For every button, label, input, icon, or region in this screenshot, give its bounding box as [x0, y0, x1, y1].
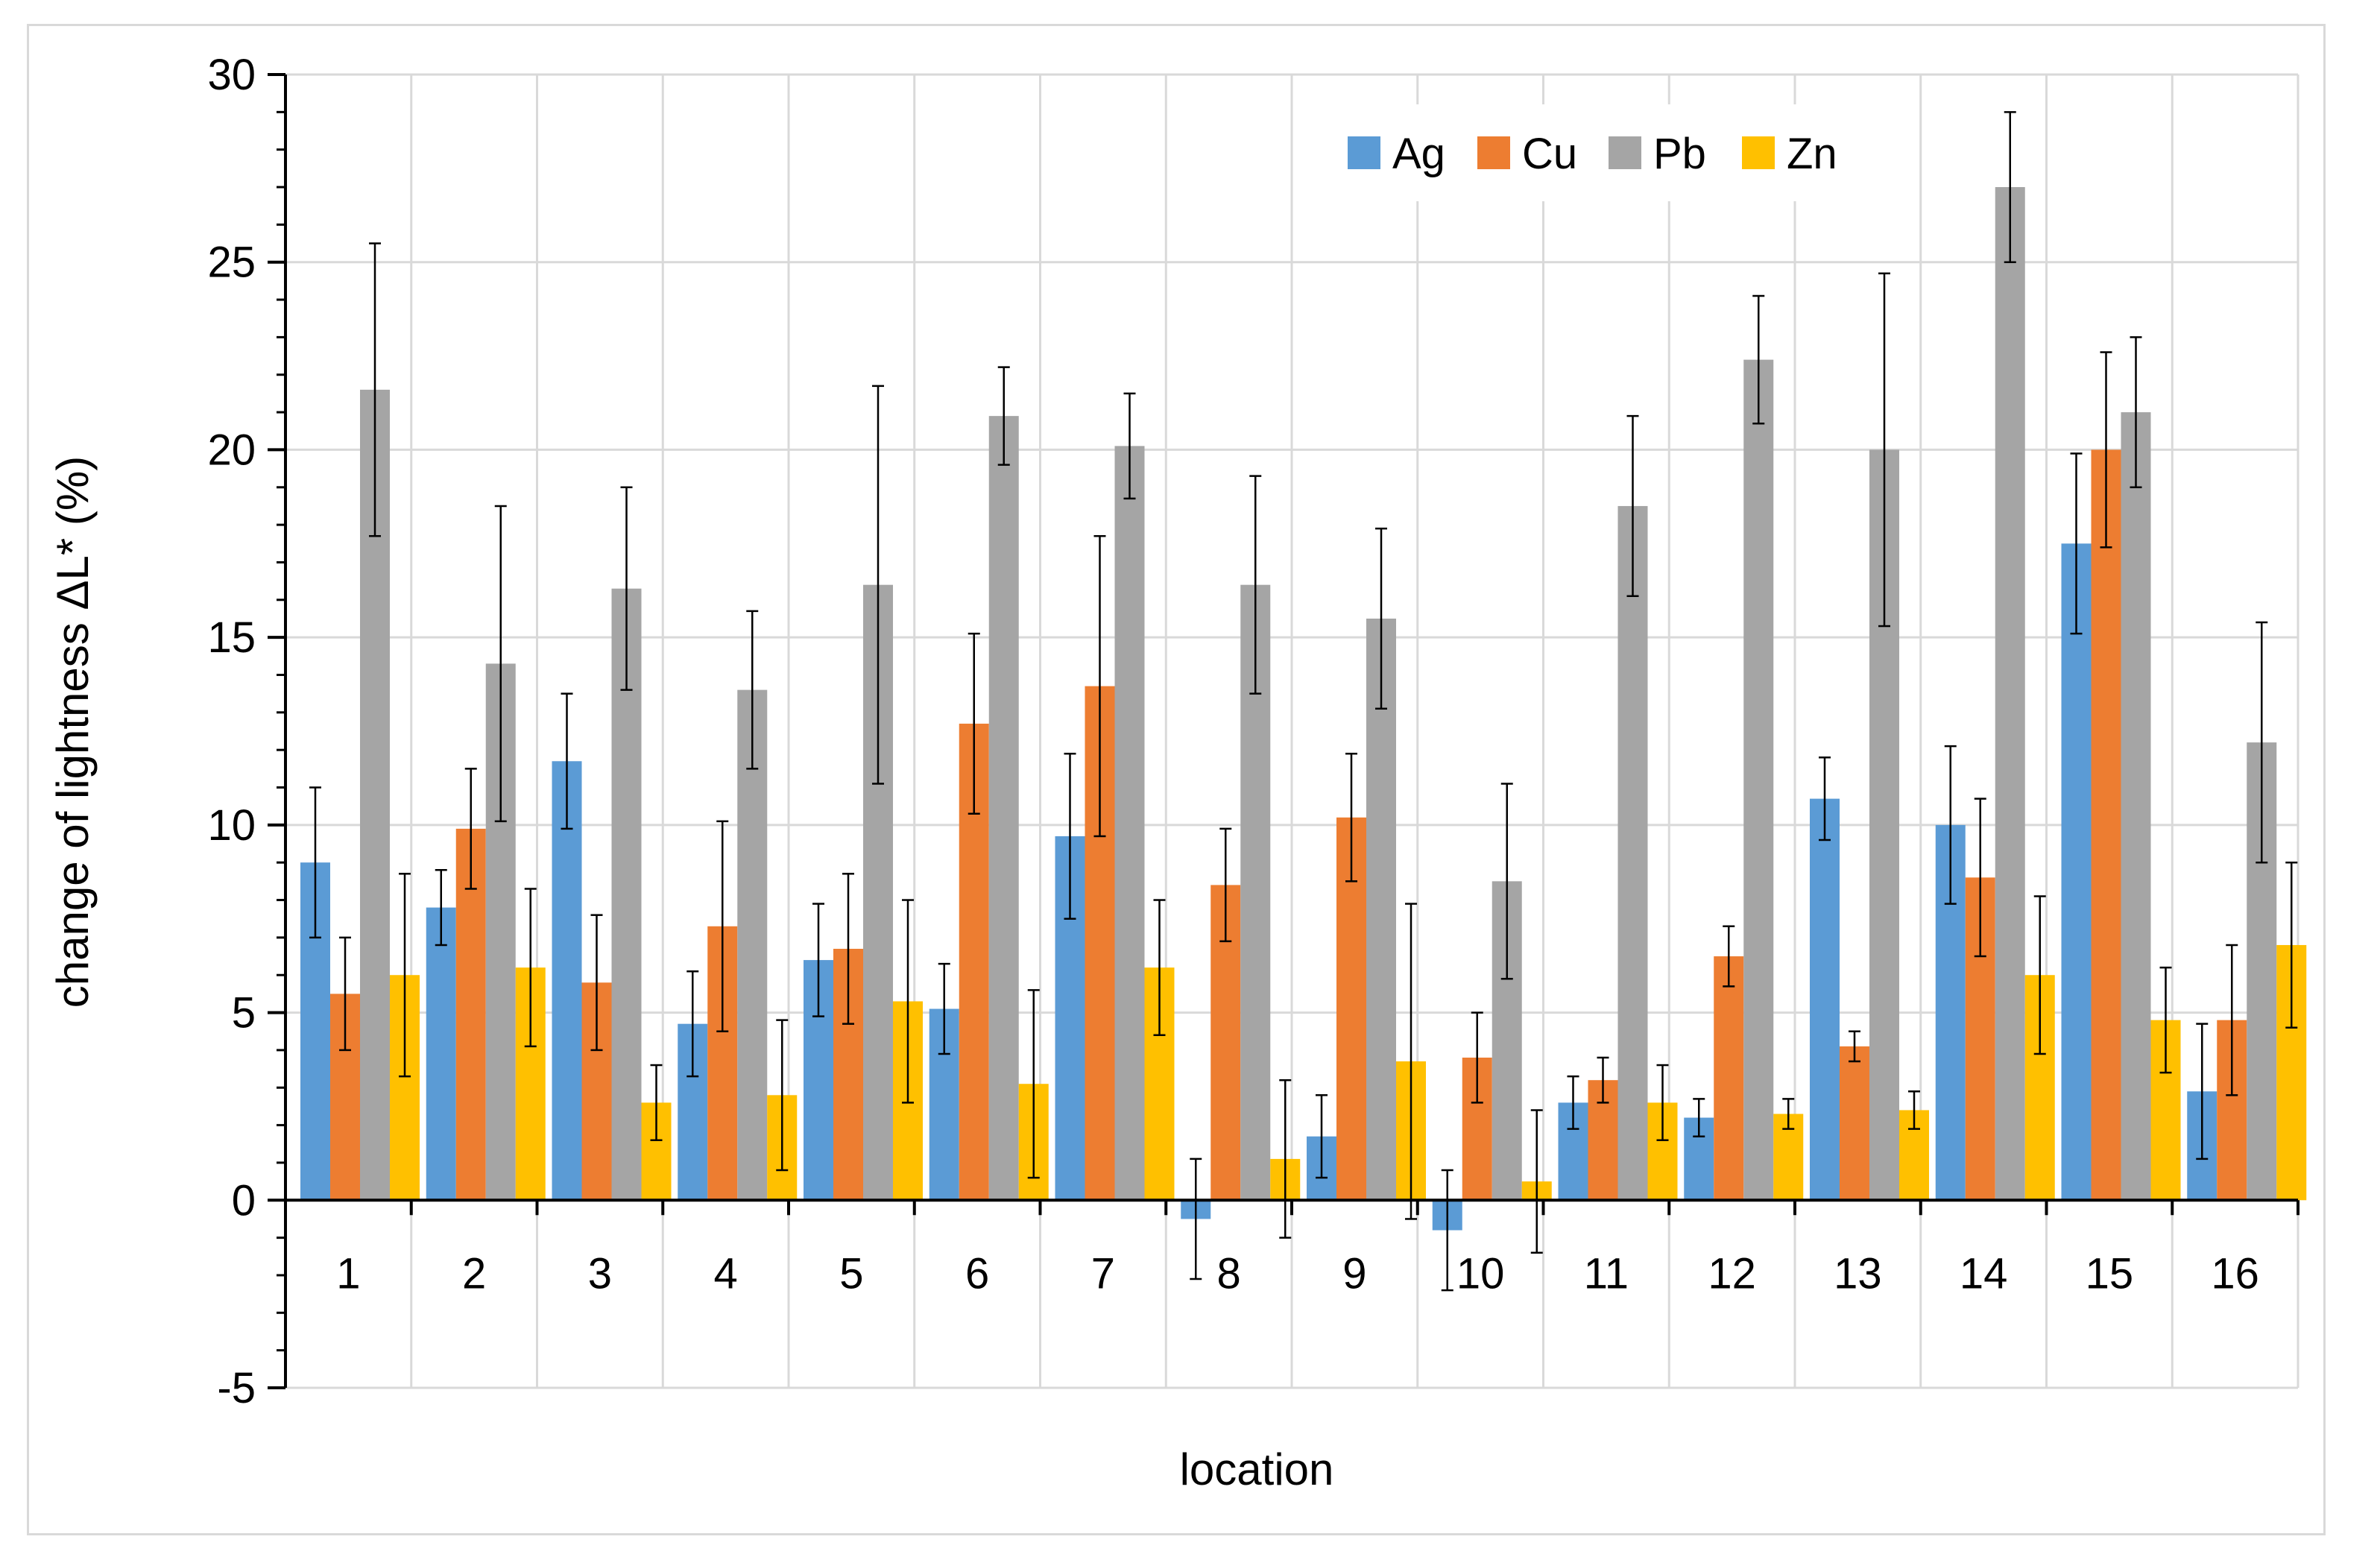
y-tick-label: 25 — [207, 239, 256, 287]
bar-ag-loc-15 — [2061, 543, 2092, 1201]
x-tick-label: 6 — [965, 1249, 989, 1298]
chart-frame — [27, 24, 2326, 1535]
bar-cu-loc-2 — [455, 828, 486, 1201]
bar-pb-loc-14 — [1995, 187, 2025, 1201]
y-tick-label: 30 — [207, 51, 256, 99]
x-tick-label: 5 — [839, 1249, 863, 1298]
bars — [300, 187, 2307, 1231]
x-tick-label: 3 — [588, 1249, 612, 1298]
y-tick-label: 10 — [207, 801, 256, 850]
y-tick-label: 15 — [207, 613, 256, 662]
legend-label-ag: Ag — [1392, 130, 1445, 178]
legend-swatch-ag — [1348, 136, 1380, 169]
y-tick-label: 5 — [232, 989, 256, 1038]
x-tick-label: 13 — [1834, 1249, 1882, 1298]
legend-swatch-pb — [1609, 136, 1641, 169]
bar-cu-loc-12 — [1714, 956, 1744, 1201]
legend: Ag Cu Pb Zn — [1323, 104, 1890, 201]
bar-ag-loc-13 — [1810, 798, 1840, 1201]
x-tick-label: 2 — [462, 1249, 486, 1298]
legend-label-pb: Pb — [1653, 130, 1706, 178]
x-tick-label: 15 — [2086, 1249, 2134, 1298]
y-tick-label: -5 — [217, 1364, 256, 1412]
x-tick-label: 1 — [336, 1249, 360, 1298]
x-tick-label: 10 — [1456, 1249, 1505, 1298]
x-tick-label: 16 — [2211, 1249, 2259, 1298]
x-tick-label: 12 — [1708, 1249, 1756, 1298]
y-axis-title: change of lightness ΔL* (%) — [48, 456, 98, 1008]
y-tick-label: 0 — [232, 1176, 256, 1225]
bar-pb-loc-6 — [988, 416, 1019, 1201]
bar-ag-loc-2 — [426, 907, 456, 1201]
x-tick-label: 9 — [1342, 1249, 1366, 1298]
x-tick-label: 7 — [1091, 1249, 1115, 1298]
legend-background — [1323, 104, 1890, 201]
x-tick-label: 8 — [1216, 1249, 1240, 1298]
error-bars — [309, 111, 2298, 1292]
y-tick-label: 20 — [207, 426, 256, 474]
x-tick-label: 14 — [1960, 1249, 2008, 1298]
bar-cu-loc-13 — [1840, 1046, 1869, 1201]
x-tick-label: 4 — [713, 1249, 737, 1298]
bar-pb-loc-9 — [1366, 618, 1396, 1201]
bar-pb-loc-12 — [1743, 359, 1774, 1201]
legend-label-cu: Cu — [1522, 130, 1577, 178]
x-axis-title: location — [1180, 1444, 1334, 1494]
x-tick-label: 11 — [1584, 1249, 1629, 1298]
bar-cu-loc-15 — [2091, 449, 2121, 1201]
bar-ag-loc-3 — [552, 761, 582, 1201]
bar-pb-loc-11 — [1617, 505, 1648, 1201]
axes — [268, 73, 2299, 1389]
legend-swatch-zn — [1742, 136, 1775, 169]
legend-label-zn: Zn — [1787, 130, 1837, 178]
bar-pb-loc-7 — [1114, 446, 1145, 1201]
bar-pb-loc-15 — [2121, 412, 2151, 1201]
bar-pb-loc-4 — [737, 689, 768, 1201]
legend-swatch-cu — [1477, 136, 1510, 169]
